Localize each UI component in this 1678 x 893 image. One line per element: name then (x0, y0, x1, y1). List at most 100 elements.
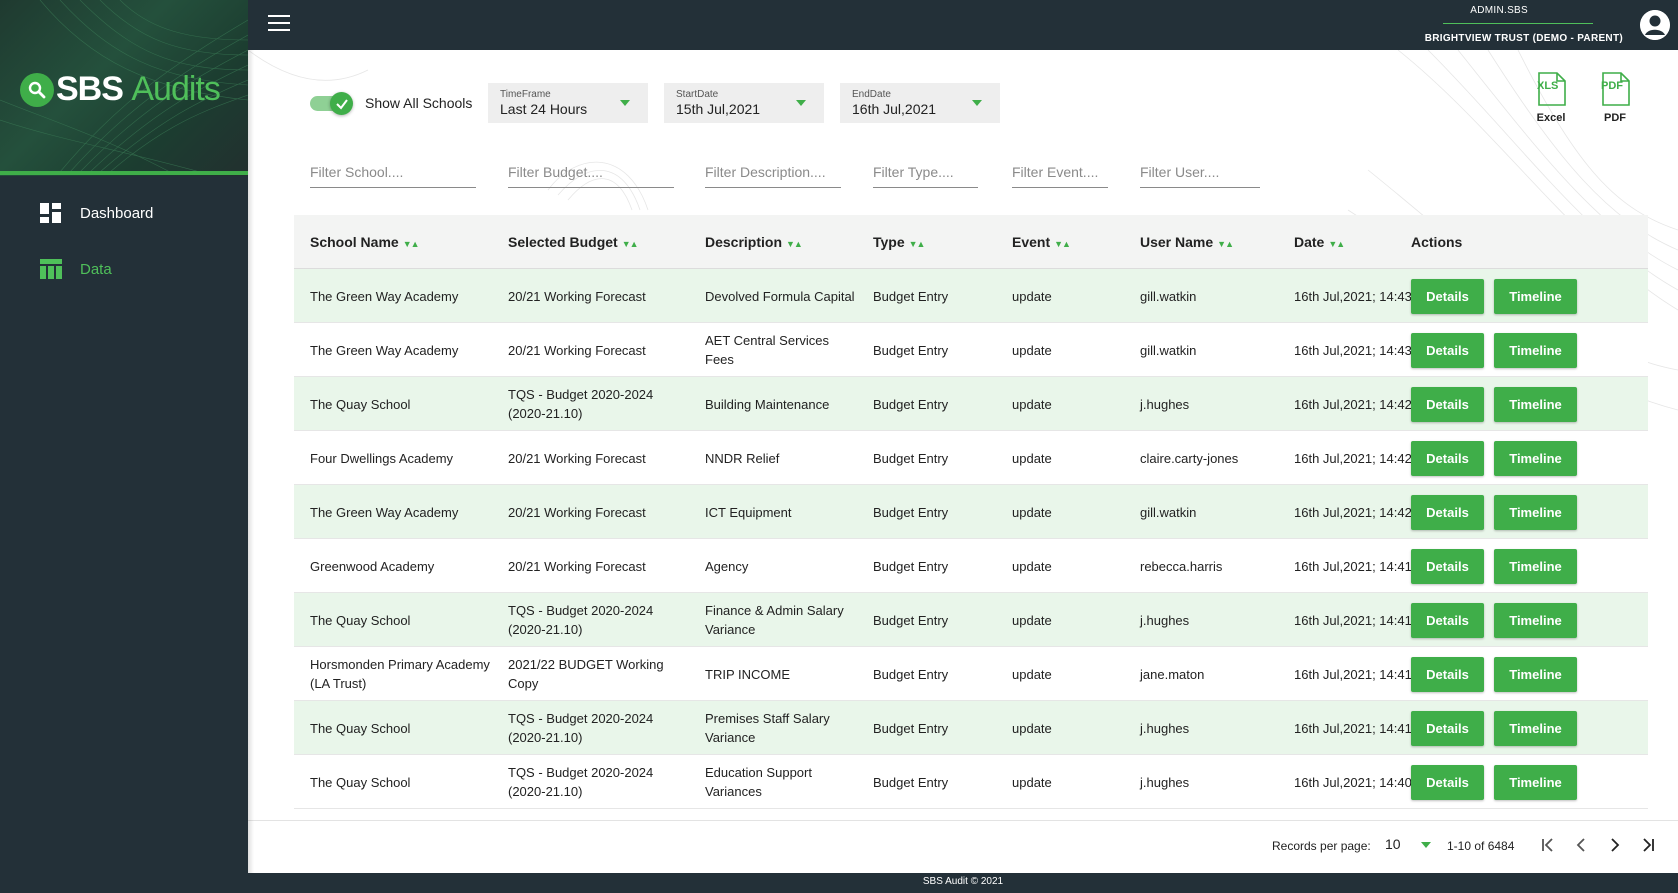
details-button[interactable]: Details (1411, 711, 1484, 746)
header-type[interactable]: Type ▼▲ (873, 234, 993, 250)
header-actions: Actions (1411, 234, 1463, 250)
timeline-button[interactable]: Timeline (1494, 711, 1577, 746)
account-avatar-icon[interactable] (1640, 10, 1670, 40)
filter-school-field[interactable] (310, 160, 476, 188)
nav-item-dashboard[interactable]: Dashboard (40, 203, 153, 223)
details-button[interactable]: Details (1411, 549, 1484, 584)
timeline-button[interactable]: Timeline (1494, 765, 1577, 800)
dropdown-arrow-icon (972, 100, 982, 106)
cell-type: Budget Entry (873, 504, 949, 520)
cell-school: The Quay School (310, 396, 411, 412)
start-date-caption: StartDate (676, 89, 719, 100)
table-row: The Green Way Academy 20/21 Working Fore… (294, 323, 1648, 377)
cell-budget: TQS - Budget 2020-2024 (2020-21.10) (508, 603, 654, 637)
details-button[interactable]: Details (1411, 603, 1484, 638)
cell-description: Building Maintenance (705, 396, 830, 412)
filter-school-input[interactable] (310, 160, 476, 180)
cell-type: Budget Entry (873, 774, 949, 790)
cell-description: Premises Staff Salary Variance (705, 711, 830, 745)
pdf-file-icon: PDF (1601, 72, 1630, 106)
timeline-button[interactable]: Timeline (1494, 441, 1577, 476)
details-button[interactable]: Details (1411, 765, 1484, 800)
menu-icon[interactable] (268, 15, 290, 33)
dropdown-arrow-icon (796, 100, 806, 106)
brand-logo[interactable]: SBS Audits (20, 70, 221, 109)
header-school[interactable]: School Name ▼▲ (310, 234, 490, 250)
pdf-badge-text: PDF (1601, 80, 1623, 92)
cell-event: update (1012, 450, 1052, 466)
filter-user-input[interactable] (1140, 160, 1260, 180)
filter-event-field[interactable] (1012, 160, 1108, 188)
show-all-schools-toggle[interactable] (310, 92, 354, 115)
sort-icon: ▼▲ (1217, 239, 1234, 249)
details-button[interactable]: Details (1411, 495, 1484, 530)
previous-page-icon[interactable] (1571, 835, 1591, 855)
cell-description: Finance & Admin Salary Variance (705, 603, 844, 637)
end-date-select[interactable]: EndDate 16th Jul,2021 (840, 83, 1000, 123)
main-content: Show All Schools TimeFrame Last 24 Hours… (248, 50, 1678, 873)
start-date-value: 15th Jul,2021 (676, 101, 761, 117)
header-event[interactable]: Event ▼▲ (1012, 234, 1112, 250)
cell-description: NNDR Relief (705, 450, 780, 466)
first-page-icon[interactable] (1538, 835, 1558, 855)
filter-type-input[interactable] (873, 160, 978, 180)
table-row: Four Dwellings Academy 20/21 Working For… (294, 431, 1648, 485)
page-size-select[interactable]: 10 (1385, 834, 1431, 856)
excel-badge-text: XLS (1537, 80, 1558, 92)
details-button[interactable]: Details (1411, 441, 1484, 476)
details-button[interactable]: Details (1411, 387, 1484, 422)
filter-user-field[interactable] (1140, 160, 1260, 188)
export-pdf-label: PDF (1604, 112, 1626, 124)
details-button[interactable]: Details (1411, 333, 1484, 368)
cell-date: 16th Jul,2021; 14:40 PM (1294, 774, 1435, 790)
timeline-button[interactable]: Timeline (1494, 657, 1577, 692)
cell-school: The Green Way Academy (310, 342, 459, 358)
timeline-button[interactable]: Timeline (1494, 603, 1577, 638)
header-user[interactable]: User Name ▼▲ (1140, 234, 1280, 250)
timeline-button[interactable]: Timeline (1494, 279, 1577, 314)
header-date-label: Date (1294, 234, 1325, 250)
filter-type-field[interactable] (873, 160, 978, 188)
details-button[interactable]: Details (1411, 657, 1484, 692)
brand-header: SBS Audits (0, 0, 248, 176)
last-page-icon[interactable] (1638, 835, 1658, 855)
nav-label-dashboard: Dashboard (80, 204, 154, 222)
dropdown-arrow-icon (620, 100, 630, 106)
header-description-label: Description (705, 234, 783, 250)
nav-label-data: Data (80, 260, 112, 278)
user-divider (1443, 23, 1593, 24)
header-school-label: School Name (310, 234, 399, 250)
cell-type: Budget Entry (873, 450, 949, 466)
cell-budget: 2021/22 BUDGET Working Copy (508, 657, 664, 691)
excel-file-icon: XLS (1537, 72, 1566, 106)
cell-type: Budget Entry (873, 720, 949, 736)
nav-item-data[interactable]: Data (40, 259, 112, 279)
header-date[interactable]: Date ▼▲ (1294, 234, 1444, 250)
cell-event: update (1012, 288, 1052, 304)
filter-budget-input[interactable] (508, 160, 674, 180)
timeframe-select[interactable]: TimeFrame Last 24 Hours (488, 83, 648, 123)
timeline-button[interactable]: Timeline (1494, 333, 1577, 368)
sidebar: SBS Audits Dashboard Data (0, 0, 248, 893)
filter-event-input[interactable] (1012, 160, 1108, 180)
cell-school: The Green Way Academy (310, 504, 459, 520)
brand-wave-pattern (0, 0, 248, 172)
cell-school: The Green Way Academy (310, 288, 459, 304)
start-date-select[interactable]: StartDate 15th Jul,2021 (664, 83, 824, 123)
filter-description-input[interactable] (705, 160, 841, 180)
filter-description-field[interactable] (705, 160, 841, 188)
next-page-icon[interactable] (1605, 835, 1625, 855)
details-button[interactable]: Details (1411, 279, 1484, 314)
export-pdf-button[interactable]: PDF PDF (1595, 72, 1635, 124)
table-icon (40, 259, 62, 279)
cell-description: Education Support Variances (705, 765, 812, 799)
header-description[interactable]: Description ▼▲ (705, 234, 855, 250)
timeline-button[interactable]: Timeline (1494, 549, 1577, 584)
filter-budget-field[interactable] (508, 160, 674, 188)
end-date-value: 16th Jul,2021 (852, 101, 937, 117)
export-excel-button[interactable]: XLS Excel (1531, 72, 1571, 124)
timeline-button[interactable]: Timeline (1494, 387, 1577, 422)
header-type-label: Type (873, 234, 905, 250)
header-budget[interactable]: Selected Budget ▼▲ (508, 234, 668, 250)
timeline-button[interactable]: Timeline (1494, 495, 1577, 530)
